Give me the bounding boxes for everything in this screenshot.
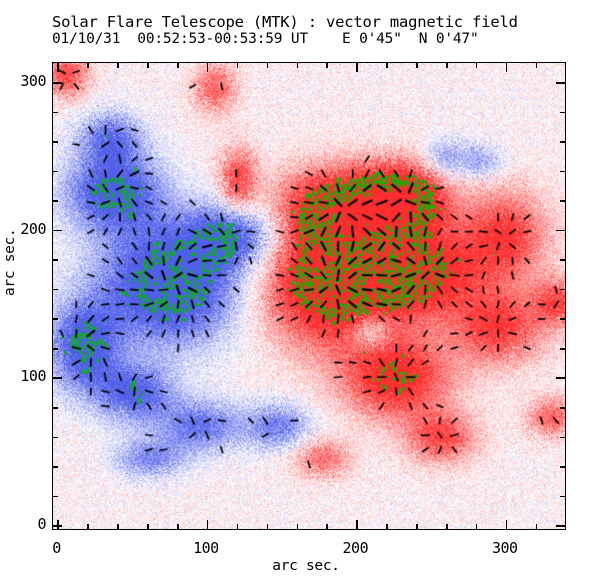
x-axis-tick	[416, 524, 418, 529]
y-axis-tick-label: 200	[20, 219, 46, 238]
y-axis-tick-right	[560, 288, 565, 291]
x-axis-tick-label: 0	[52, 539, 61, 557]
y-axis-tick	[53, 259, 58, 261]
x-axis-tick	[87, 524, 89, 529]
y-axis-tick-right	[560, 111, 565, 114]
y-axis-tick	[53, 525, 62, 527]
y-axis-tick	[53, 318, 58, 320]
magnetogram-plot-area	[52, 62, 566, 530]
x-axis-tick-top	[236, 63, 239, 68]
x-axis-tick-top	[505, 63, 508, 72]
y-axis-tick-label: 0	[37, 515, 46, 534]
y-axis-tick-right	[556, 229, 565, 232]
x-axis-tick	[296, 524, 299, 529]
y-axis-tick	[53, 200, 58, 202]
x-axis-tick	[147, 524, 149, 529]
y-axis-tick-right	[556, 82, 565, 84]
y-axis-tick	[53, 377, 62, 380]
x-axis-tick	[386, 524, 388, 529]
y-axis-tick	[53, 82, 62, 84]
x-axis-tick	[177, 524, 179, 529]
y-axis-tick	[53, 406, 58, 409]
observation-subtitle: 01/10/31 00:52:53-00:53:59 UT E 0'45" N …	[52, 31, 479, 47]
x-axis-tick	[326, 524, 329, 529]
x-axis-tick-top	[87, 63, 89, 68]
x-axis-tick-top	[356, 63, 358, 72]
x-axis-tick	[266, 524, 269, 529]
y-axis-tick-right	[560, 141, 565, 143]
x-axis-tick-top	[566, 63, 567, 68]
x-axis-tick-top	[475, 63, 478, 68]
x-axis-tick-top	[266, 63, 269, 68]
x-axis-tick	[117, 524, 119, 529]
y-axis-title: arc sec.	[2, 228, 18, 296]
x-axis-tick-top	[445, 63, 448, 68]
y-axis-tick	[53, 436, 58, 439]
y-axis-tick-right	[560, 436, 565, 439]
y-axis-tick	[53, 288, 58, 291]
x-axis-tick-top	[386, 63, 388, 68]
y-axis-tick-right	[560, 170, 565, 173]
x-axis-tick	[356, 520, 358, 529]
y-axis-tick-right	[560, 200, 565, 202]
y-axis-tick-label: 100	[20, 367, 46, 386]
y-axis-tick-right	[560, 495, 565, 498]
y-axis-tick	[53, 141, 58, 143]
x-axis-tick-top	[326, 63, 329, 68]
y-axis-tick	[53, 495, 58, 498]
y-axis-tick-right	[560, 466, 565, 468]
x-axis-tick	[57, 520, 60, 529]
x-axis-title: arc sec.	[272, 558, 340, 574]
x-axis-tick	[535, 524, 538, 529]
plot-title-block: Solar Flare Telescope (MTK) : vector mag…	[52, 13, 592, 48]
y-axis-tick	[53, 466, 58, 468]
x-axis-tick-label: 300	[491, 539, 518, 557]
y-axis-tick-right	[560, 406, 565, 409]
y-axis-tick-right	[560, 318, 565, 320]
page-title: Solar Flare Telescope (MTK) : vector mag…	[52, 13, 518, 31]
x-axis-tick-top	[535, 63, 538, 68]
x-axis-tick-top	[296, 63, 299, 68]
x-axis-tick-top	[177, 63, 179, 68]
x-axis-tick	[445, 524, 448, 529]
y-axis-tick-right	[560, 347, 565, 350]
x-axis-tick-top	[206, 63, 209, 72]
x-axis-tick	[566, 524, 567, 529]
x-axis-tick-label: 200	[342, 539, 369, 557]
x-axis-tick-top	[416, 63, 418, 68]
y-axis-tick-label: 300	[20, 72, 46, 91]
x-axis-tick-top	[117, 63, 119, 68]
y-axis-tick	[53, 229, 62, 232]
y-axis-tick-right	[556, 525, 565, 527]
y-axis-tick	[53, 170, 58, 173]
x-axis-tick-top	[147, 63, 149, 68]
y-axis-tick	[53, 111, 58, 114]
y-axis-tick-right	[560, 259, 565, 261]
x-axis-tick	[505, 520, 508, 529]
vector-magnetogram-image	[53, 63, 565, 529]
x-axis-tick-label: 100	[193, 539, 219, 557]
x-axis-tick	[236, 524, 239, 529]
x-axis-tick-top	[57, 63, 60, 72]
y-axis-tick-right	[556, 377, 565, 380]
x-axis-tick	[206, 520, 209, 529]
x-axis-tick	[475, 524, 478, 529]
y-axis-tick	[53, 347, 58, 350]
